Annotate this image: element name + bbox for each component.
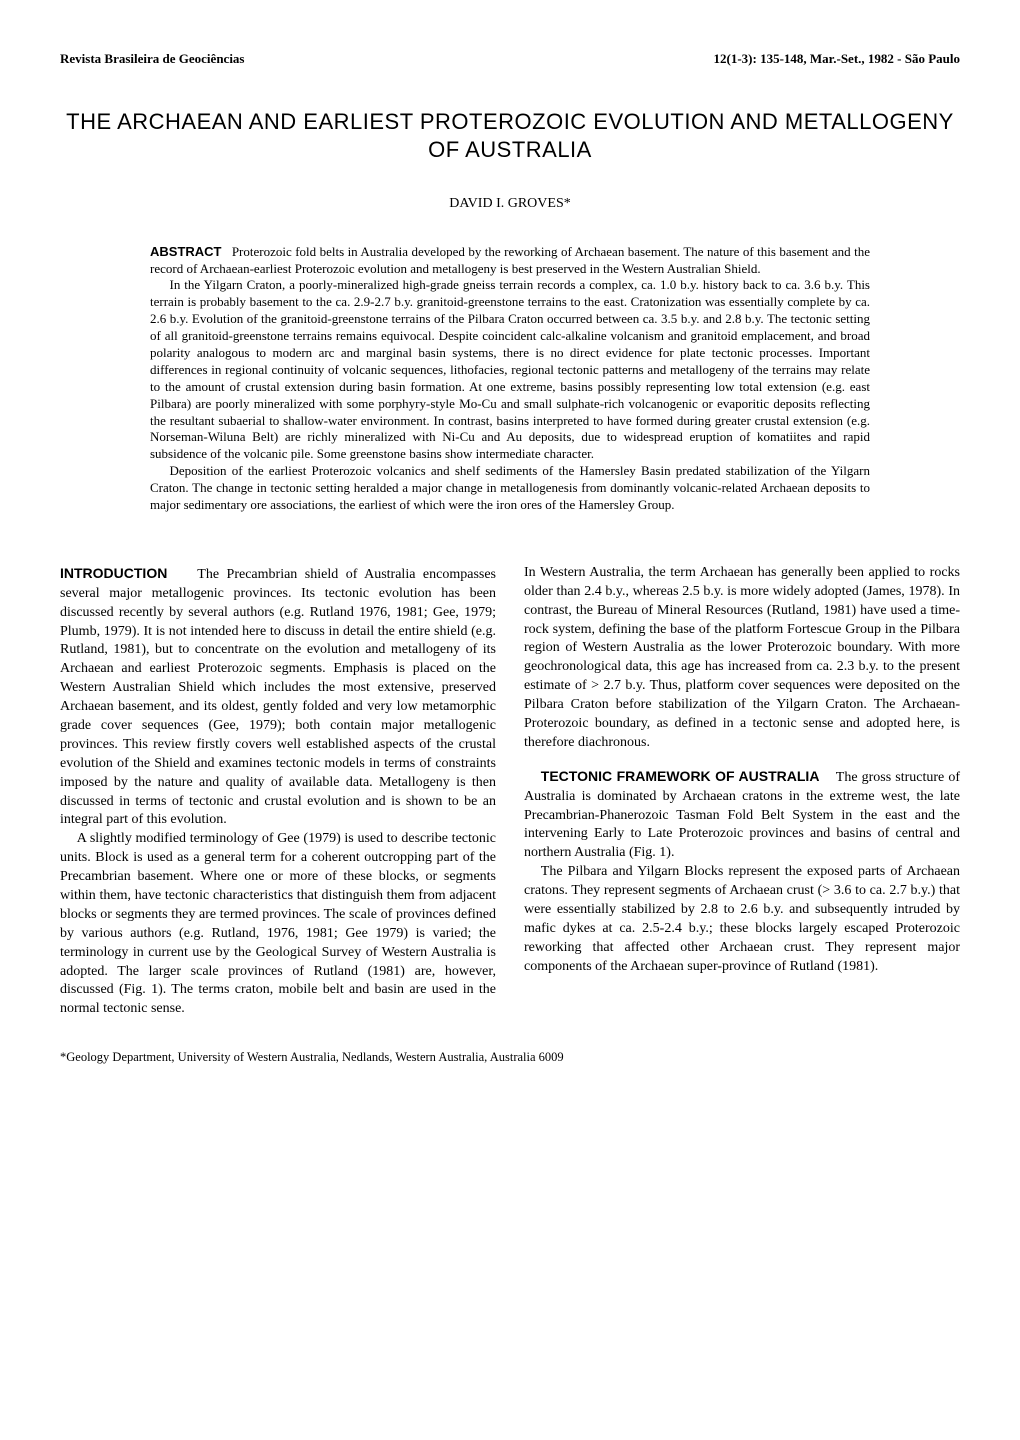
right-p3: The Pilbara and Yilgarn Blocks represent…: [524, 863, 960, 976]
abstract-p3: Deposition of the earliest Proterozoic v…: [150, 463, 870, 514]
right-p1: In Western Australia, the term Archaean …: [524, 564, 960, 753]
introduction-body: The Precambrian shield of Australia enco…: [60, 567, 496, 828]
author-footnote: *Geology Department, University of Weste…: [60, 1049, 960, 1066]
abstract-p2: In the Yilgarn Craton, a poorly-minerali…: [150, 277, 870, 463]
body-columns: INTRODUCTION The Precambrian shield of A…: [60, 564, 960, 1019]
tectonic-paragraph: TECTONIC FRAMEWORK OF AUSTRALIA The gros…: [524, 767, 960, 863]
right-column: In Western Australia, the term Archaean …: [524, 564, 960, 1019]
introduction-paragraph: INTRODUCTION The Precambrian shield of A…: [60, 564, 496, 830]
left-column: INTRODUCTION The Precambrian shield of A…: [60, 564, 496, 1019]
abstract-block: ABSTRACT Proterozoic fold belts in Austr…: [150, 244, 870, 514]
title-line-1: THE ARCHAEAN AND EARLIEST PROTEROZOIC EV…: [66, 109, 954, 134]
left-p2: A slightly modified terminology of Gee (…: [60, 830, 496, 1019]
abstract-p1: ABSTRACT Proterozoic fold belts in Austr…: [150, 244, 870, 278]
citation-info: 12(1-3): 135-148, Mar.-Set., 1982 - São …: [714, 50, 961, 68]
running-header: Revista Brasileira de Geociências 12(1-3…: [60, 50, 960, 68]
tectonic-heading: TECTONIC FRAMEWORK OF AUSTRALIA: [541, 768, 820, 784]
introduction-heading: INTRODUCTION: [60, 565, 167, 581]
journal-name: Revista Brasileira de Geociências: [60, 50, 245, 68]
author-line: DAVID I. GROVES*: [60, 195, 960, 214]
abstract-p1-text: Proterozoic fold belts in Australia deve…: [150, 244, 870, 276]
article-title: THE ARCHAEAN AND EARLIEST PROTEROZOIC EV…: [60, 108, 960, 165]
title-line-2: OF AUSTRALIA: [428, 137, 592, 162]
abstract-label: ABSTRACT: [150, 244, 222, 259]
